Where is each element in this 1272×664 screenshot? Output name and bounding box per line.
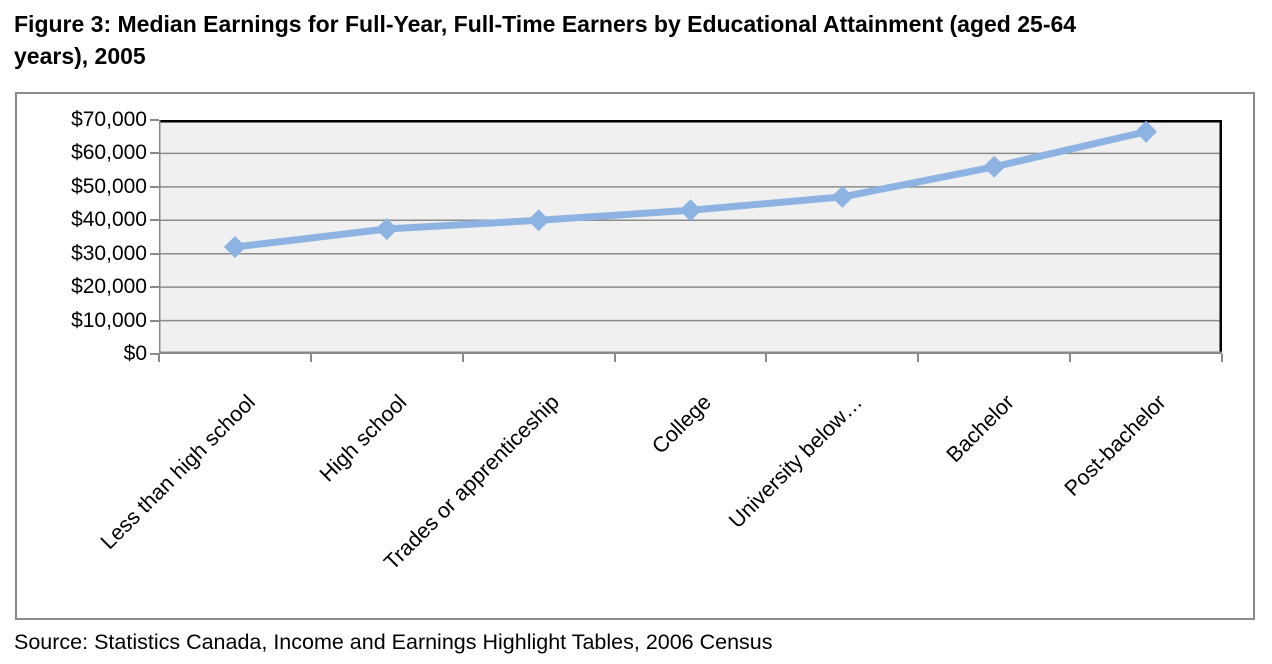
data-point-marker	[527, 209, 550, 232]
y-axis-tick	[150, 185, 159, 188]
y-axis-label: $20,000	[71, 275, 147, 299]
y-axis-tick	[150, 219, 159, 222]
data-point-marker	[223, 236, 246, 259]
x-axis-tick	[309, 354, 312, 362]
x-axis-label: College	[646, 390, 716, 459]
y-axis-label: $0	[123, 342, 147, 365]
y-axis-label: $30,000	[71, 241, 147, 265]
plot-area	[159, 120, 1222, 354]
figure-title-line2: years), 2005	[14, 43, 146, 69]
data-point-marker	[375, 217, 398, 240]
chart-canvas: $0 $10,000 $20,000 $30,000 $40,000 $50,000 $60…	[17, 94, 1253, 618]
y-axis-tick	[150, 286, 159, 289]
data-point-marker	[983, 155, 1006, 178]
x-axis-tick	[613, 354, 616, 362]
x-axis-label: Bachelor	[942, 390, 1020, 467]
y-axis-label: $60,000	[71, 141, 147, 165]
x-axis-label: Less than high school	[95, 390, 260, 555]
y-axis-tick	[150, 252, 159, 255]
x-axis-tick	[158, 354, 160, 362]
data-point-marker	[1135, 120, 1158, 143]
x-axis-label: Post-bachelor	[1060, 390, 1172, 501]
figure-title: Figure 3: Median Earnings for Full-Year,…	[14, 8, 1076, 72]
y-axis-label: $50,000	[71, 174, 147, 198]
source-caption: Source: Statistics Canada, Income and Ea…	[14, 630, 773, 654]
x-axis-tick	[461, 354, 464, 362]
x-axis-label: High school	[315, 390, 412, 487]
data-point-marker	[679, 199, 702, 222]
y-axis-label: $70,000	[71, 108, 147, 131]
y-axis-label: $40,000	[71, 208, 147, 232]
x-axis-tick	[1221, 354, 1223, 362]
y-axis-tick	[150, 152, 159, 155]
y-axis-label: $10,000	[71, 308, 147, 332]
x-axis-tick	[765, 354, 768, 362]
y-axis-tick	[150, 319, 159, 322]
y-axis-tick	[150, 353, 159, 355]
figure-title-line1: Figure 3: Median Earnings for Full-Year,…	[14, 11, 1077, 37]
chart-frame: $0 $10,000 $20,000 $30,000 $40,000 $50,000 $60…	[15, 92, 1255, 620]
y-axis-tick	[150, 119, 159, 121]
x-axis-tick	[917, 354, 920, 362]
x-axis-tick	[1069, 354, 1072, 362]
x-axis-label: University below…	[724, 390, 868, 533]
data-point-marker	[831, 185, 854, 208]
x-axis-label: Trades or apprenticeship	[379, 390, 564, 575]
